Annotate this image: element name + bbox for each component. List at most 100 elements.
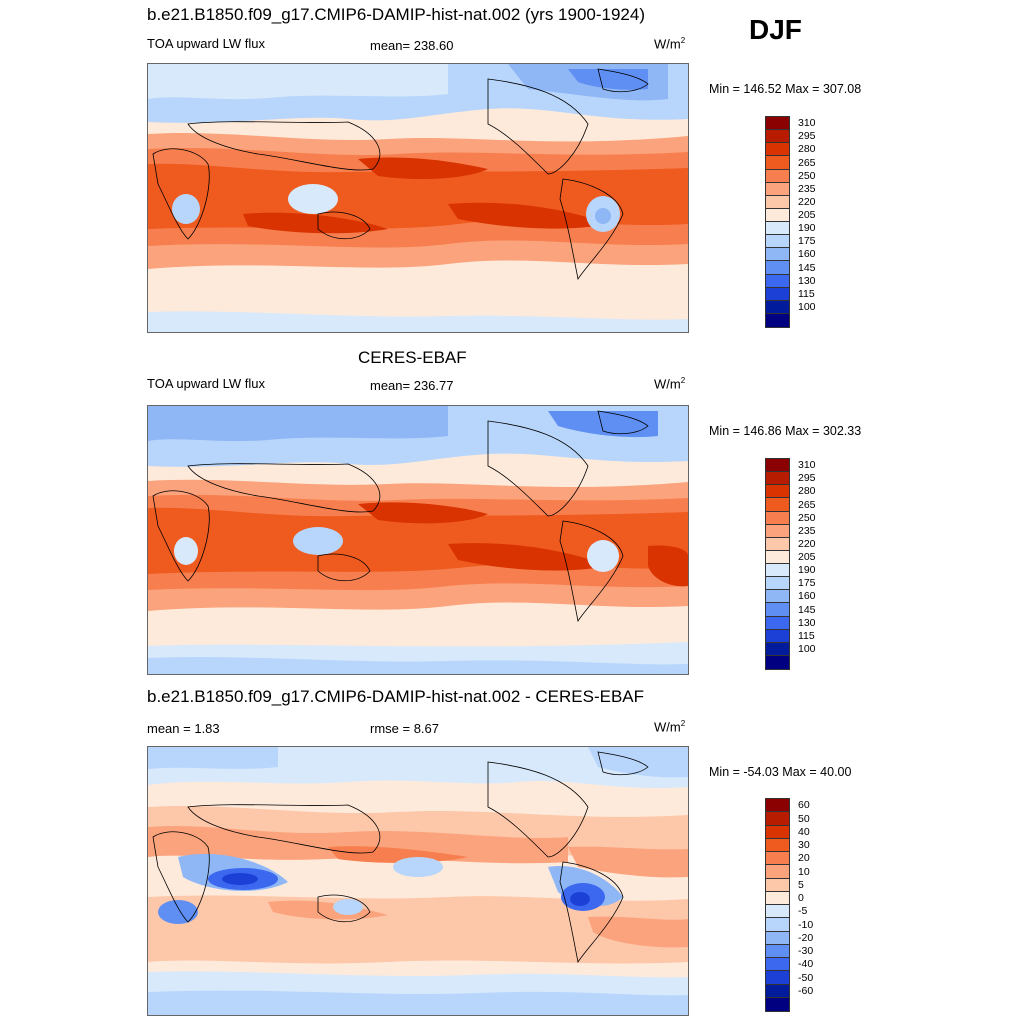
colorbar-tick-label: 20 — [798, 852, 810, 865]
colorbar-swatch — [766, 472, 789, 486]
colorbar-swatch — [766, 498, 789, 512]
colorbar-swatch — [766, 222, 789, 236]
colorbar-swatch — [766, 143, 789, 157]
colorbar-tick-label: 205 — [798, 209, 816, 221]
colorbar-tick-label: 145 — [798, 603, 816, 616]
colorbar-tick-label: 175 — [798, 235, 816, 248]
panel3-map — [147, 746, 689, 1016]
colorbar-swatch — [766, 550, 789, 564]
colorbar-tick-label: 100 — [798, 642, 816, 655]
panel3-minmax: Min = -54.03 Max = 40.00 — [709, 765, 852, 779]
colorbar-swatch — [766, 984, 789, 998]
colorbar-swatch — [766, 511, 789, 525]
colorbar-tick-label: 280 — [798, 485, 816, 498]
colorbar-swatch — [766, 248, 789, 262]
colorbar-tick-label: 130 — [798, 616, 816, 629]
panel3-mean: mean = 1.83 — [147, 721, 220, 736]
colorbar-tick-label: 280 — [798, 143, 816, 156]
colorbar-swatch — [766, 799, 789, 813]
colorbar-tick-label: 60 — [798, 799, 810, 812]
colorbar-tick-label: 30 — [798, 839, 810, 851]
colorbar-swatch — [766, 564, 789, 578]
colorbar-tick-label: 265 — [798, 498, 816, 511]
colorbar-tick-label: 115 — [798, 629, 815, 642]
season-label: DJF — [749, 14, 802, 45]
panel2-mean: mean= 236.77 — [370, 378, 454, 393]
colorbar-swatch — [766, 313, 789, 327]
colorbar-swatch — [766, 944, 789, 958]
colorbar-tick-label: 220 — [798, 537, 816, 550]
colorbar-swatch — [766, 931, 789, 945]
colorbar-swatch — [766, 825, 789, 839]
colorbar-tick-label: -10 — [798, 918, 814, 931]
colorbar-tick-label: 160 — [798, 590, 816, 603]
colorbar-tick-label: 310 — [798, 459, 816, 472]
colorbar-swatch — [766, 577, 789, 591]
colorbar-tick-label: 250 — [798, 169, 816, 182]
panel2-colorbar — [765, 458, 790, 670]
panel1-colorbar — [765, 116, 790, 328]
panel1-title: b.e21.B1850.f09_g17.CMIP6-DAMIP-hist-nat… — [147, 5, 645, 24]
colorbar-tick-label: 40 — [798, 825, 810, 838]
colorbar-tick-label: 235 — [798, 182, 816, 195]
panel1-map — [147, 63, 689, 333]
colorbar-swatch — [766, 997, 789, 1011]
panel2-map — [147, 405, 689, 675]
colorbar-tick-label: 295 — [798, 130, 816, 143]
colorbar-tick-label: -50 — [798, 971, 814, 984]
colorbar-swatch — [766, 852, 789, 866]
colorbar-swatch — [766, 642, 789, 656]
colorbar-swatch — [766, 300, 789, 314]
colorbar-swatch — [766, 117, 789, 131]
colorbar-swatch — [766, 918, 789, 932]
colorbar-tick-label: 160 — [798, 248, 816, 261]
panel1-variable: TOA upward LW flux — [147, 36, 266, 51]
colorbar-tick-label: 190 — [798, 564, 816, 577]
colorbar-swatch — [766, 838, 789, 852]
colorbar-tick-label: 235 — [798, 524, 816, 537]
colorbar-swatch — [766, 905, 789, 919]
colorbar-swatch — [766, 169, 789, 183]
colorbar-swatch — [766, 274, 789, 288]
colorbar-swatch — [766, 590, 789, 604]
colorbar-tick-label: 10 — [798, 865, 810, 878]
colorbar-swatch — [766, 655, 789, 669]
colorbar-swatch — [766, 524, 789, 538]
colorbar-tick-label: -30 — [798, 945, 814, 957]
colorbar-swatch — [766, 287, 789, 301]
colorbar-swatch — [766, 958, 789, 972]
colorbar-tick-label: -5 — [798, 905, 808, 918]
colorbar-tick-label: 190 — [798, 222, 816, 235]
colorbar-swatch — [766, 865, 789, 879]
panel2-units: W/m2 — [654, 376, 686, 392]
panel2-variable: TOA upward LW flux — [147, 376, 266, 391]
colorbar-swatch — [766, 485, 789, 499]
colorbar-swatch — [766, 130, 789, 144]
colorbar-swatch — [766, 208, 789, 222]
colorbar-swatch — [766, 261, 789, 275]
colorbar-swatch — [766, 603, 789, 617]
colorbar-swatch — [766, 459, 789, 473]
colorbar-tick-label: -20 — [798, 931, 814, 944]
colorbar-tick-label: 115 — [798, 287, 815, 300]
panel3-units: W/m2 — [654, 719, 686, 735]
panel1-minmax: Min = 146.52 Max = 307.08 — [709, 82, 862, 96]
colorbar-tick-label: 295 — [798, 472, 816, 485]
colorbar-tick-label: 130 — [798, 274, 816, 287]
colorbar-tick-label: -60 — [798, 984, 814, 997]
colorbar-tick-label: 5 — [798, 878, 804, 891]
colorbar-tick-label: 205 — [798, 551, 816, 563]
colorbar-tick-label: 145 — [798, 261, 816, 274]
colorbar-swatch — [766, 537, 789, 551]
colorbar-swatch — [766, 971, 789, 985]
panel1-units: W/m2 — [654, 36, 686, 52]
panel3-colorbar — [765, 798, 790, 1012]
colorbar-swatch — [766, 235, 789, 249]
colorbar-tick-label: 265 — [798, 156, 816, 169]
colorbar-swatch — [766, 629, 789, 643]
colorbar-tick-label: 50 — [798, 812, 810, 825]
panel3-title: b.e21.B1850.f09_g17.CMIP6-DAMIP-hist-nat… — [147, 687, 645, 706]
colorbar-swatch — [766, 156, 789, 170]
colorbar-tick-label: 100 — [798, 300, 816, 313]
colorbar-swatch — [766, 878, 789, 892]
